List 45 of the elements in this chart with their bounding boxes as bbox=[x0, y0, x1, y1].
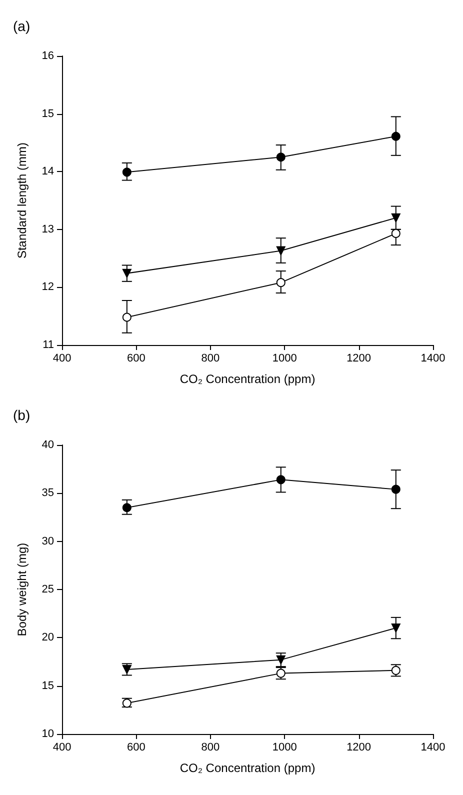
x-tick-label: 600 bbox=[127, 742, 146, 754]
x-tick-label: 1400 bbox=[420, 352, 446, 364]
x-axis-title: CO₂ Concentration (ppm) bbox=[180, 372, 316, 386]
x-tick-label: 400 bbox=[52, 352, 72, 364]
y-tick-label: 15 bbox=[42, 108, 54, 120]
x-tick-label: 1400 bbox=[420, 742, 446, 754]
point bbox=[391, 132, 400, 141]
x-axis-title: CO₂ Concentration (ppm) bbox=[180, 761, 316, 775]
x-tick-label: 600 bbox=[127, 352, 146, 364]
y-tick-label: 16 bbox=[42, 50, 54, 62]
point bbox=[122, 268, 132, 278]
y-tick-label: 30 bbox=[42, 535, 54, 548]
x-tick-label: 400 bbox=[52, 742, 72, 754]
y-axis-title: Body weight (mg) bbox=[15, 542, 29, 636]
point bbox=[391, 484, 400, 494]
x-tick-label: 1000 bbox=[272, 742, 297, 754]
y-tick-label: 25 bbox=[42, 584, 54, 596]
y-axis-title: Standard length (mm) bbox=[15, 142, 29, 259]
y-tick-label: 13 bbox=[42, 223, 54, 236]
point bbox=[391, 624, 400, 633]
point bbox=[122, 312, 132, 322]
point bbox=[276, 475, 286, 484]
point bbox=[276, 246, 286, 256]
point bbox=[122, 503, 132, 512]
point bbox=[391, 213, 400, 222]
point bbox=[276, 152, 286, 162]
point bbox=[391, 228, 400, 238]
y-tick-label: 14 bbox=[42, 166, 54, 178]
y-tick-label: 11 bbox=[42, 339, 54, 351]
y-tick-label: 15 bbox=[42, 680, 54, 692]
y-tick-label: 20 bbox=[42, 632, 54, 644]
y-tick-label: 12 bbox=[42, 281, 54, 294]
x-tick-label: 800 bbox=[201, 742, 220, 754]
chart-title: (a) bbox=[13, 18, 30, 34]
point bbox=[276, 278, 286, 288]
y-tick-label: 10 bbox=[42, 728, 54, 740]
point bbox=[276, 655, 286, 664]
x-tick-label: 1200 bbox=[346, 352, 372, 364]
point bbox=[122, 168, 132, 177]
x-tick-label: 1000 bbox=[272, 352, 297, 364]
y-tick-label: 35 bbox=[42, 487, 54, 500]
y-tick-label: 40 bbox=[42, 439, 54, 451]
chart-title: (b) bbox=[13, 407, 30, 423]
x-tick-label: 800 bbox=[201, 352, 220, 364]
x-tick-label: 1200 bbox=[346, 742, 372, 754]
